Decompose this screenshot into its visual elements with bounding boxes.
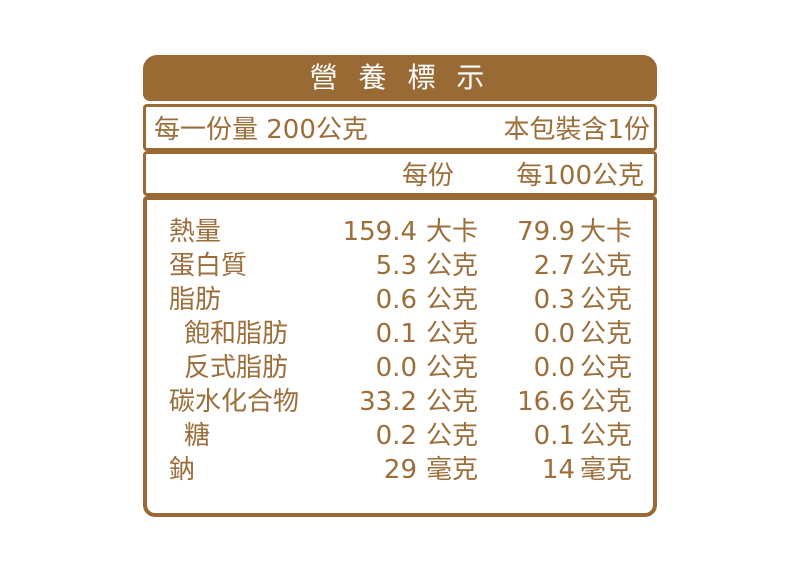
value-per-100g: 79.9 (517, 217, 575, 247)
nutrient-row: 飽和脂肪 0.1 公克 0.0 公克 (147, 317, 649, 351)
value-per-serving: 0.6 (375, 285, 417, 315)
nutrient-name: 反式脂肪 (184, 353, 289, 383)
unit-per-100g: 公克 (580, 285, 633, 315)
nutrient-row: 蛋白質 5.3 公克 2.7 公克 (147, 249, 649, 283)
nutrient-name: 蛋白質 (169, 251, 248, 281)
value-per-serving: 5.3 (375, 251, 417, 281)
serving-size-text: 每一份量 200公克 (154, 115, 368, 145)
value-per-serving: 33.2 (359, 387, 417, 417)
unit-per-100g: 公克 (580, 387, 633, 417)
value-per-100g: 0.3 (533, 285, 575, 315)
nutrient-row: 糖 0.2 公克 0.1 公克 (147, 419, 649, 453)
unit-per-serving: 公克 (426, 285, 479, 315)
nutrition-label: 營 養 標 示 每一份量 200公克 本包裝含1份 每份 每100公克 熱量 1… (143, 55, 657, 517)
nutrient-name: 飽和脂肪 (184, 319, 289, 349)
unit-per-100g: 公克 (580, 421, 633, 451)
value-per-100g: 2.7 (533, 251, 575, 281)
column-headers-row: 每份 每100公克 (143, 151, 657, 196)
nutrient-row: 鈉 29 毫克 14 毫克 (147, 453, 649, 487)
unit-per-serving: 公克 (426, 319, 479, 349)
value-per-serving: 0.0 (375, 353, 417, 383)
servings-per-package-text: 本包裝含1份 (503, 115, 650, 145)
value-per-100g: 0.0 (533, 353, 575, 383)
nutrient-name: 碳水化合物 (169, 387, 300, 417)
nutrient-table: 熱量 159.4 大卡 79.9 大卡 蛋白質 5.3 公克 2.7 公克 脂肪… (143, 196, 657, 517)
label-title: 營 養 標 示 (309, 61, 491, 94)
column-header-per-serving: 每份 (401, 161, 454, 191)
unit-per-serving: 公克 (426, 353, 479, 383)
unit-per-100g: 大卡 (580, 217, 633, 247)
unit-per-serving: 公克 (426, 387, 479, 417)
nutrient-name: 熱量 (169, 217, 222, 247)
nutrient-row: 脂肪 0.6 公克 0.3 公克 (147, 283, 649, 317)
nutrient-row: 碳水化合物 33.2 公克 16.6 公克 (147, 385, 649, 419)
nutrient-name: 鈉 (169, 455, 196, 485)
nutrient-name: 糖 (184, 421, 211, 451)
unit-per-100g: 毫克 (580, 455, 633, 485)
value-per-serving: 0.1 (375, 319, 417, 349)
value-per-100g: 16.6 (517, 387, 575, 417)
serving-info-row: 每一份量 200公克 本包裝含1份 (143, 104, 657, 151)
unit-per-100g: 公克 (580, 319, 633, 349)
unit-per-100g: 公克 (580, 353, 633, 383)
nutrient-name: 脂肪 (169, 285, 222, 315)
label-title-bar: 營 養 標 示 (143, 55, 657, 101)
value-per-serving: 0.2 (375, 421, 417, 451)
value-per-100g: 0.1 (533, 421, 575, 451)
unit-per-100g: 公克 (580, 251, 633, 281)
unit-per-serving: 公克 (426, 251, 479, 281)
unit-per-serving: 大卡 (426, 217, 479, 247)
nutrient-row: 反式脂肪 0.0 公克 0.0 公克 (147, 351, 649, 385)
value-per-100g: 0.0 (533, 319, 575, 349)
column-header-per-100g: 每100公克 (516, 161, 644, 191)
unit-per-serving: 毫克 (426, 455, 479, 485)
value-per-serving: 29 (383, 455, 417, 485)
value-per-100g: 14 (541, 455, 575, 485)
nutrient-row: 熱量 159.4 大卡 79.9 大卡 (147, 215, 649, 249)
unit-per-serving: 公克 (426, 421, 479, 451)
value-per-serving: 159.4 (342, 217, 417, 247)
